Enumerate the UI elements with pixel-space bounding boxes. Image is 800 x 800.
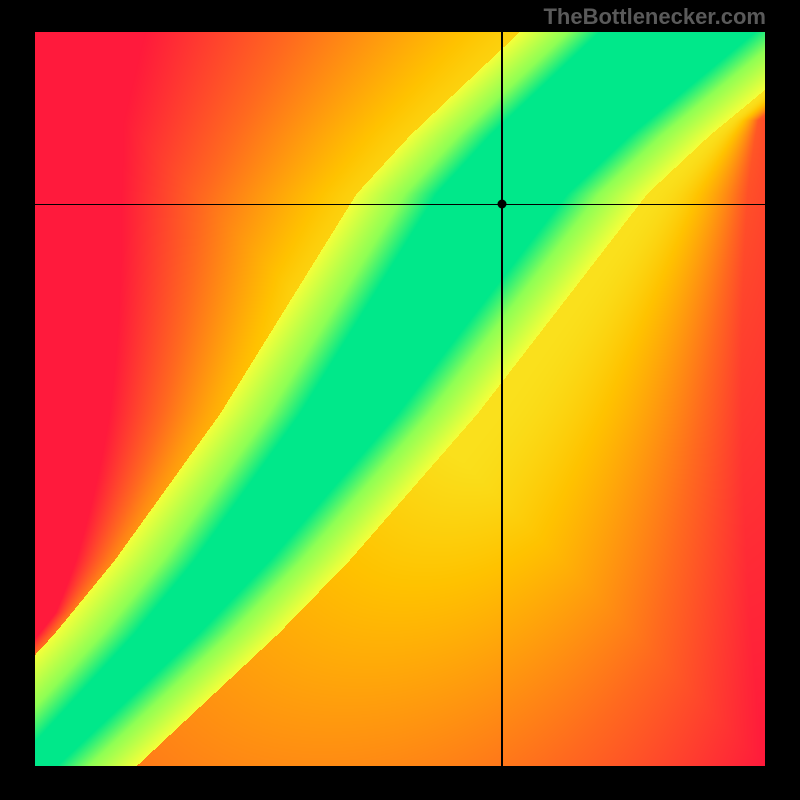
watermark-text: TheBottlenecker.com	[543, 4, 766, 30]
crosshair-horizontal	[0, 204, 800, 206]
bottleneck-heatmap	[35, 32, 765, 766]
crosshair-marker	[498, 200, 507, 209]
crosshair-vertical	[501, 0, 503, 800]
